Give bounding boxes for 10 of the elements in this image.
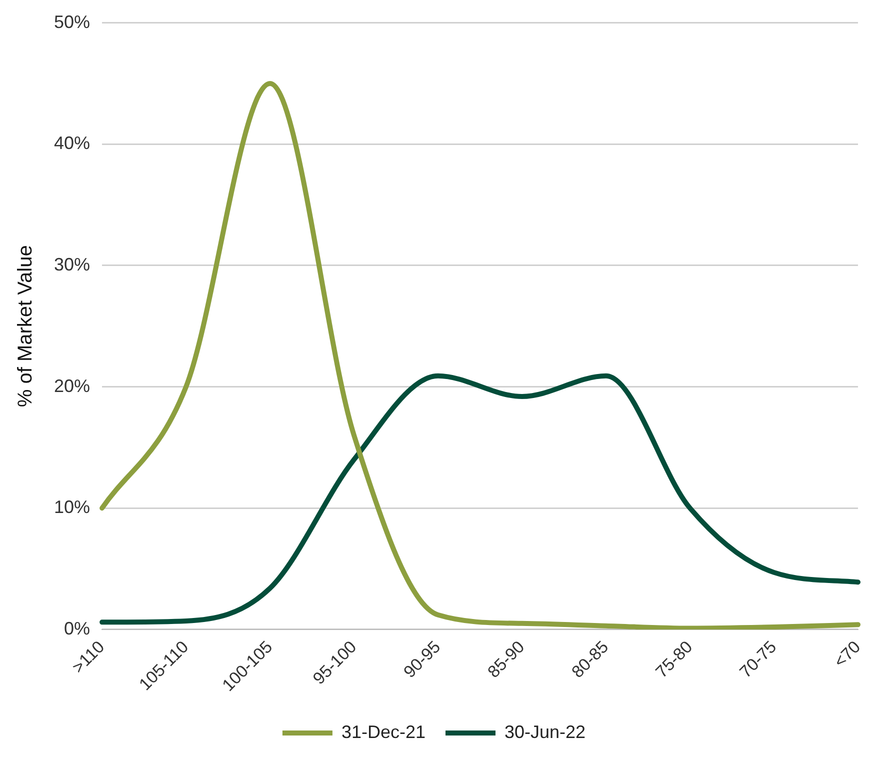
y-tick-label: 10% <box>54 497 90 518</box>
legend-label: 31-Dec-21 <box>341 722 426 742</box>
y-tick-label: 0% <box>64 618 90 638</box>
y-tick-label: 40% <box>54 133 90 154</box>
y-axis-title: % of Market Value <box>14 245 37 408</box>
x-tick-label: <70 <box>830 637 864 672</box>
legend-label: 30-Jun-22 <box>504 722 586 742</box>
y-tick-label: 30% <box>54 254 90 274</box>
y-tick-label: 20% <box>54 376 90 396</box>
y-tick-label: 50% <box>54 12 90 32</box>
